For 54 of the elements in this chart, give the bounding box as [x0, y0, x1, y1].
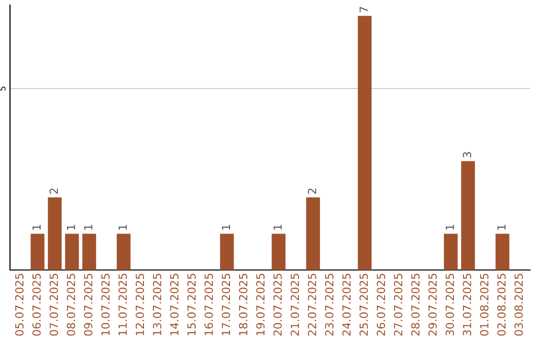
- data-label: 1: [118, 224, 127, 230]
- x-tick-label: 29.07.2025: [428, 274, 437, 336]
- data-label: 1: [32, 224, 41, 230]
- x-tick-label: 14.07.2025: [170, 274, 179, 336]
- bar: [272, 234, 286, 270]
- bar: [48, 197, 62, 270]
- bar: [496, 234, 510, 270]
- x-tick-label: 15.07.2025: [187, 274, 196, 336]
- x-tick-label: 02.08.2025: [497, 274, 506, 336]
- x-tick-label: 06.07.2025: [32, 274, 41, 336]
- x-tick-label: 10.07.2025: [101, 274, 110, 336]
- x-tick-label: 31.07.2025: [462, 274, 472, 336]
- bar: [444, 234, 458, 270]
- bar: [461, 161, 475, 270]
- x-tick-label: 16.07.2025: [204, 274, 213, 336]
- x-tick-label: 09.07.2025: [84, 274, 92, 336]
- data-label: 2: [50, 188, 58, 194]
- x-tick-label: 12.07.2025: [136, 274, 144, 336]
- x-tick-label: 27.07.2025: [394, 274, 402, 336]
- data-label: 1: [222, 224, 230, 230]
- data-label: 2: [308, 188, 316, 194]
- x-tick-label: 18.07.2025: [238, 274, 248, 336]
- data-label: 1: [497, 224, 506, 230]
- bar: [65, 234, 79, 270]
- x-tick-label: 21.07.2025: [290, 274, 300, 336]
- data-label: 3: [462, 152, 472, 158]
- bar: [30, 234, 44, 270]
- x-tick-label: 07.07.2025: [50, 274, 58, 336]
- x-tick-label: 30.07.2025: [446, 274, 454, 336]
- x-tick-label: 25.07.2025: [360, 274, 368, 336]
- bar: [358, 16, 372, 270]
- data-label: 1: [446, 224, 454, 230]
- data-label: 7: [360, 6, 368, 12]
- x-tick-label: 23.07.2025: [325, 274, 334, 336]
- x-tick-label: 22.07.2025: [308, 274, 316, 336]
- x-tick-label: 11.07.2025: [118, 274, 127, 336]
- x-tick-label: 17.07.2025: [222, 274, 230, 336]
- x-tick-label: 05.07.2025: [15, 274, 24, 336]
- bar: [82, 234, 96, 270]
- bar: [220, 234, 234, 270]
- data-label: 1: [274, 224, 282, 230]
- x-tick-label: 01.08.2025: [480, 274, 488, 336]
- x-tick-label: 28.07.2025: [411, 274, 420, 336]
- x-tick-label: 20.07.2025: [273, 274, 282, 336]
- x-tick-label: 24.07.2025: [342, 274, 351, 336]
- bar: [306, 197, 320, 270]
- data-label: 1: [84, 224, 92, 230]
- bar: [116, 234, 131, 270]
- data-label: 1: [66, 224, 76, 230]
- x-tick-label: 08.07.2025: [66, 274, 76, 336]
- x-tick-label: 03.08.2025: [514, 274, 523, 336]
- x-tick-label: 19.07.2025: [256, 274, 265, 336]
- x-tick-label: 26.07.2025: [376, 274, 386, 336]
- x-tick-label: 13.07.2025: [152, 274, 162, 336]
